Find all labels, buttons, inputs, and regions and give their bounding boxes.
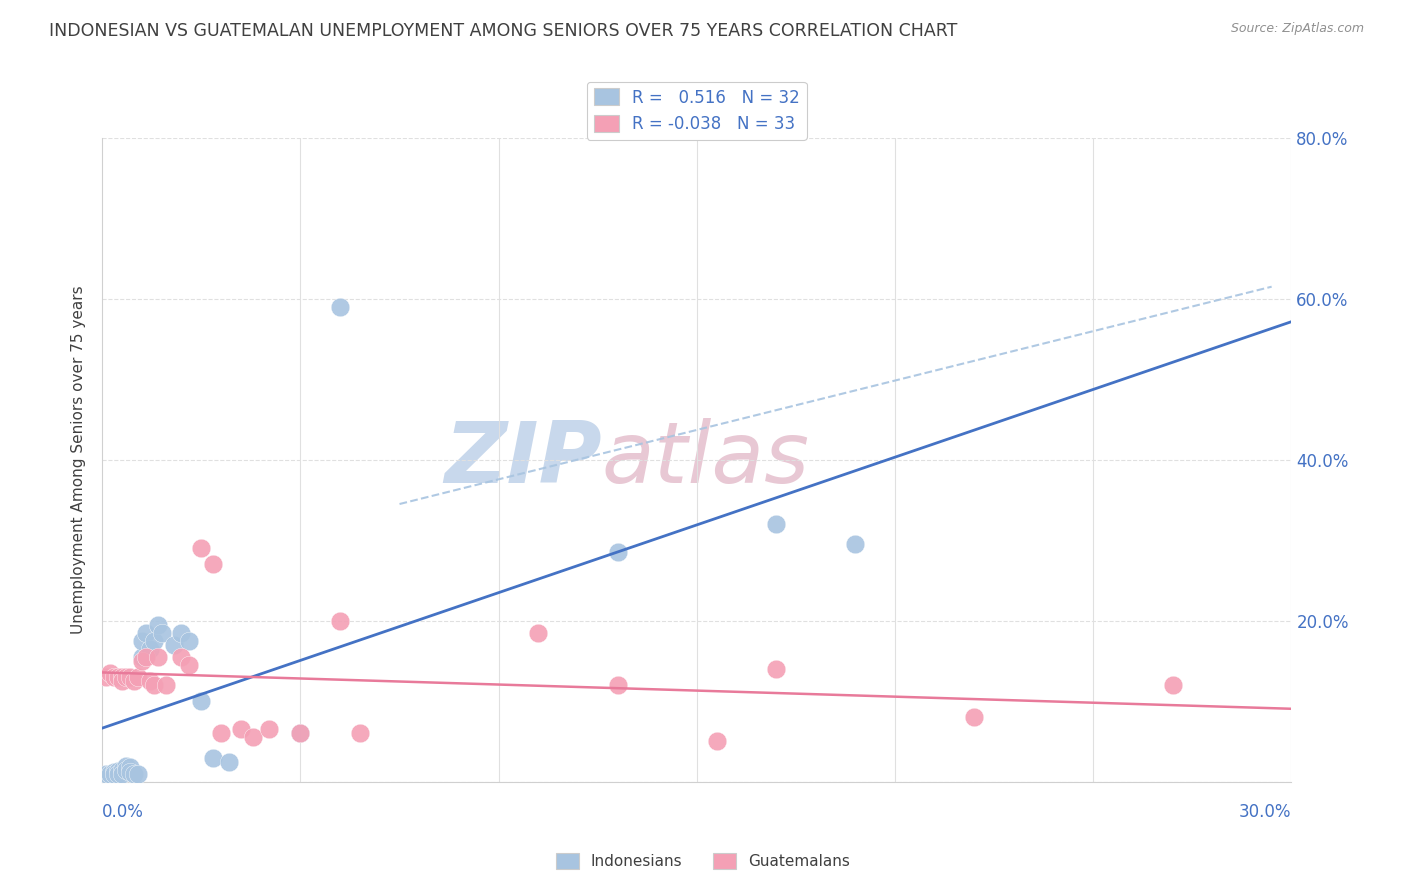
Point (146, 649, 169, 664)
Point (127, 766, 149, 780)
Point (98, 666, 121, 681)
Point (202, 750, 225, 764)
Point (706, 734, 728, 748)
Point (606, 545, 628, 559)
Legend: Indonesians, Guatemalans: Indonesians, Guatemalans (550, 847, 856, 875)
Point (111, 766, 134, 780)
Point (96, 766, 118, 780)
Point (765, 662, 787, 676)
Point (131, 654, 153, 668)
Point (131, 633, 153, 648)
Point (844, 537, 866, 551)
Point (135, 625, 157, 640)
Point (98, 766, 121, 780)
Point (179, 633, 201, 648)
Point (150, 625, 173, 640)
Point (107, 670, 129, 684)
Point (329, 614, 352, 628)
Point (139, 674, 162, 689)
Point (118, 670, 141, 684)
Point (127, 670, 149, 684)
Point (139, 641, 162, 656)
Point (179, 658, 201, 673)
Y-axis label: Unemployment Among Seniors over 75 years: Unemployment Among Seniors over 75 years (72, 285, 86, 634)
Point (118, 760, 141, 774)
Point (131, 649, 153, 664)
Point (107, 766, 129, 780)
Point (103, 670, 125, 684)
Point (329, 300, 352, 314)
Point (242, 731, 264, 745)
Text: 30.0%: 30.0% (1239, 803, 1292, 822)
Point (202, 558, 225, 572)
Point (527, 625, 550, 640)
Point (115, 758, 138, 772)
Point (111, 670, 134, 684)
Point (1161, 678, 1184, 692)
Point (135, 649, 157, 664)
Point (229, 723, 252, 737)
Point (290, 726, 312, 740)
Point (162, 638, 184, 652)
Text: atlas: atlas (602, 418, 810, 501)
Text: Source: ZipAtlas.com: Source: ZipAtlas.com (1230, 22, 1364, 36)
Point (111, 763, 134, 777)
Point (107, 764, 129, 779)
Point (146, 617, 169, 632)
Point (290, 726, 312, 740)
Point (170, 649, 193, 664)
Point (115, 670, 138, 684)
Point (257, 723, 280, 737)
Point (190, 541, 212, 556)
Point (111, 674, 134, 689)
Text: INDONESIAN VS GUATEMALAN UNEMPLOYMENT AMONG SENIORS OVER 75 YEARS CORRELATION CH: INDONESIAN VS GUATEMALAN UNEMPLOYMENT AM… (49, 22, 957, 40)
Point (115, 763, 138, 777)
Point (606, 678, 628, 692)
Point (118, 765, 141, 780)
Point (142, 633, 165, 648)
Point (209, 726, 232, 740)
Point (142, 678, 165, 692)
Point (349, 726, 371, 740)
Text: 0.0%: 0.0% (103, 803, 143, 822)
Point (122, 674, 145, 689)
Point (122, 766, 145, 780)
Point (103, 765, 125, 780)
Text: ZIP: ZIP (444, 418, 602, 501)
Point (190, 694, 212, 708)
Point (963, 710, 986, 724)
Legend: R =   0.516   N = 32, R = -0.038   N = 33: R = 0.516 N = 32, R = -0.038 N = 33 (588, 82, 807, 140)
Point (155, 678, 177, 692)
Point (96, 670, 118, 684)
Point (765, 517, 787, 532)
Point (170, 625, 193, 640)
Point (103, 766, 125, 780)
Point (218, 755, 240, 769)
